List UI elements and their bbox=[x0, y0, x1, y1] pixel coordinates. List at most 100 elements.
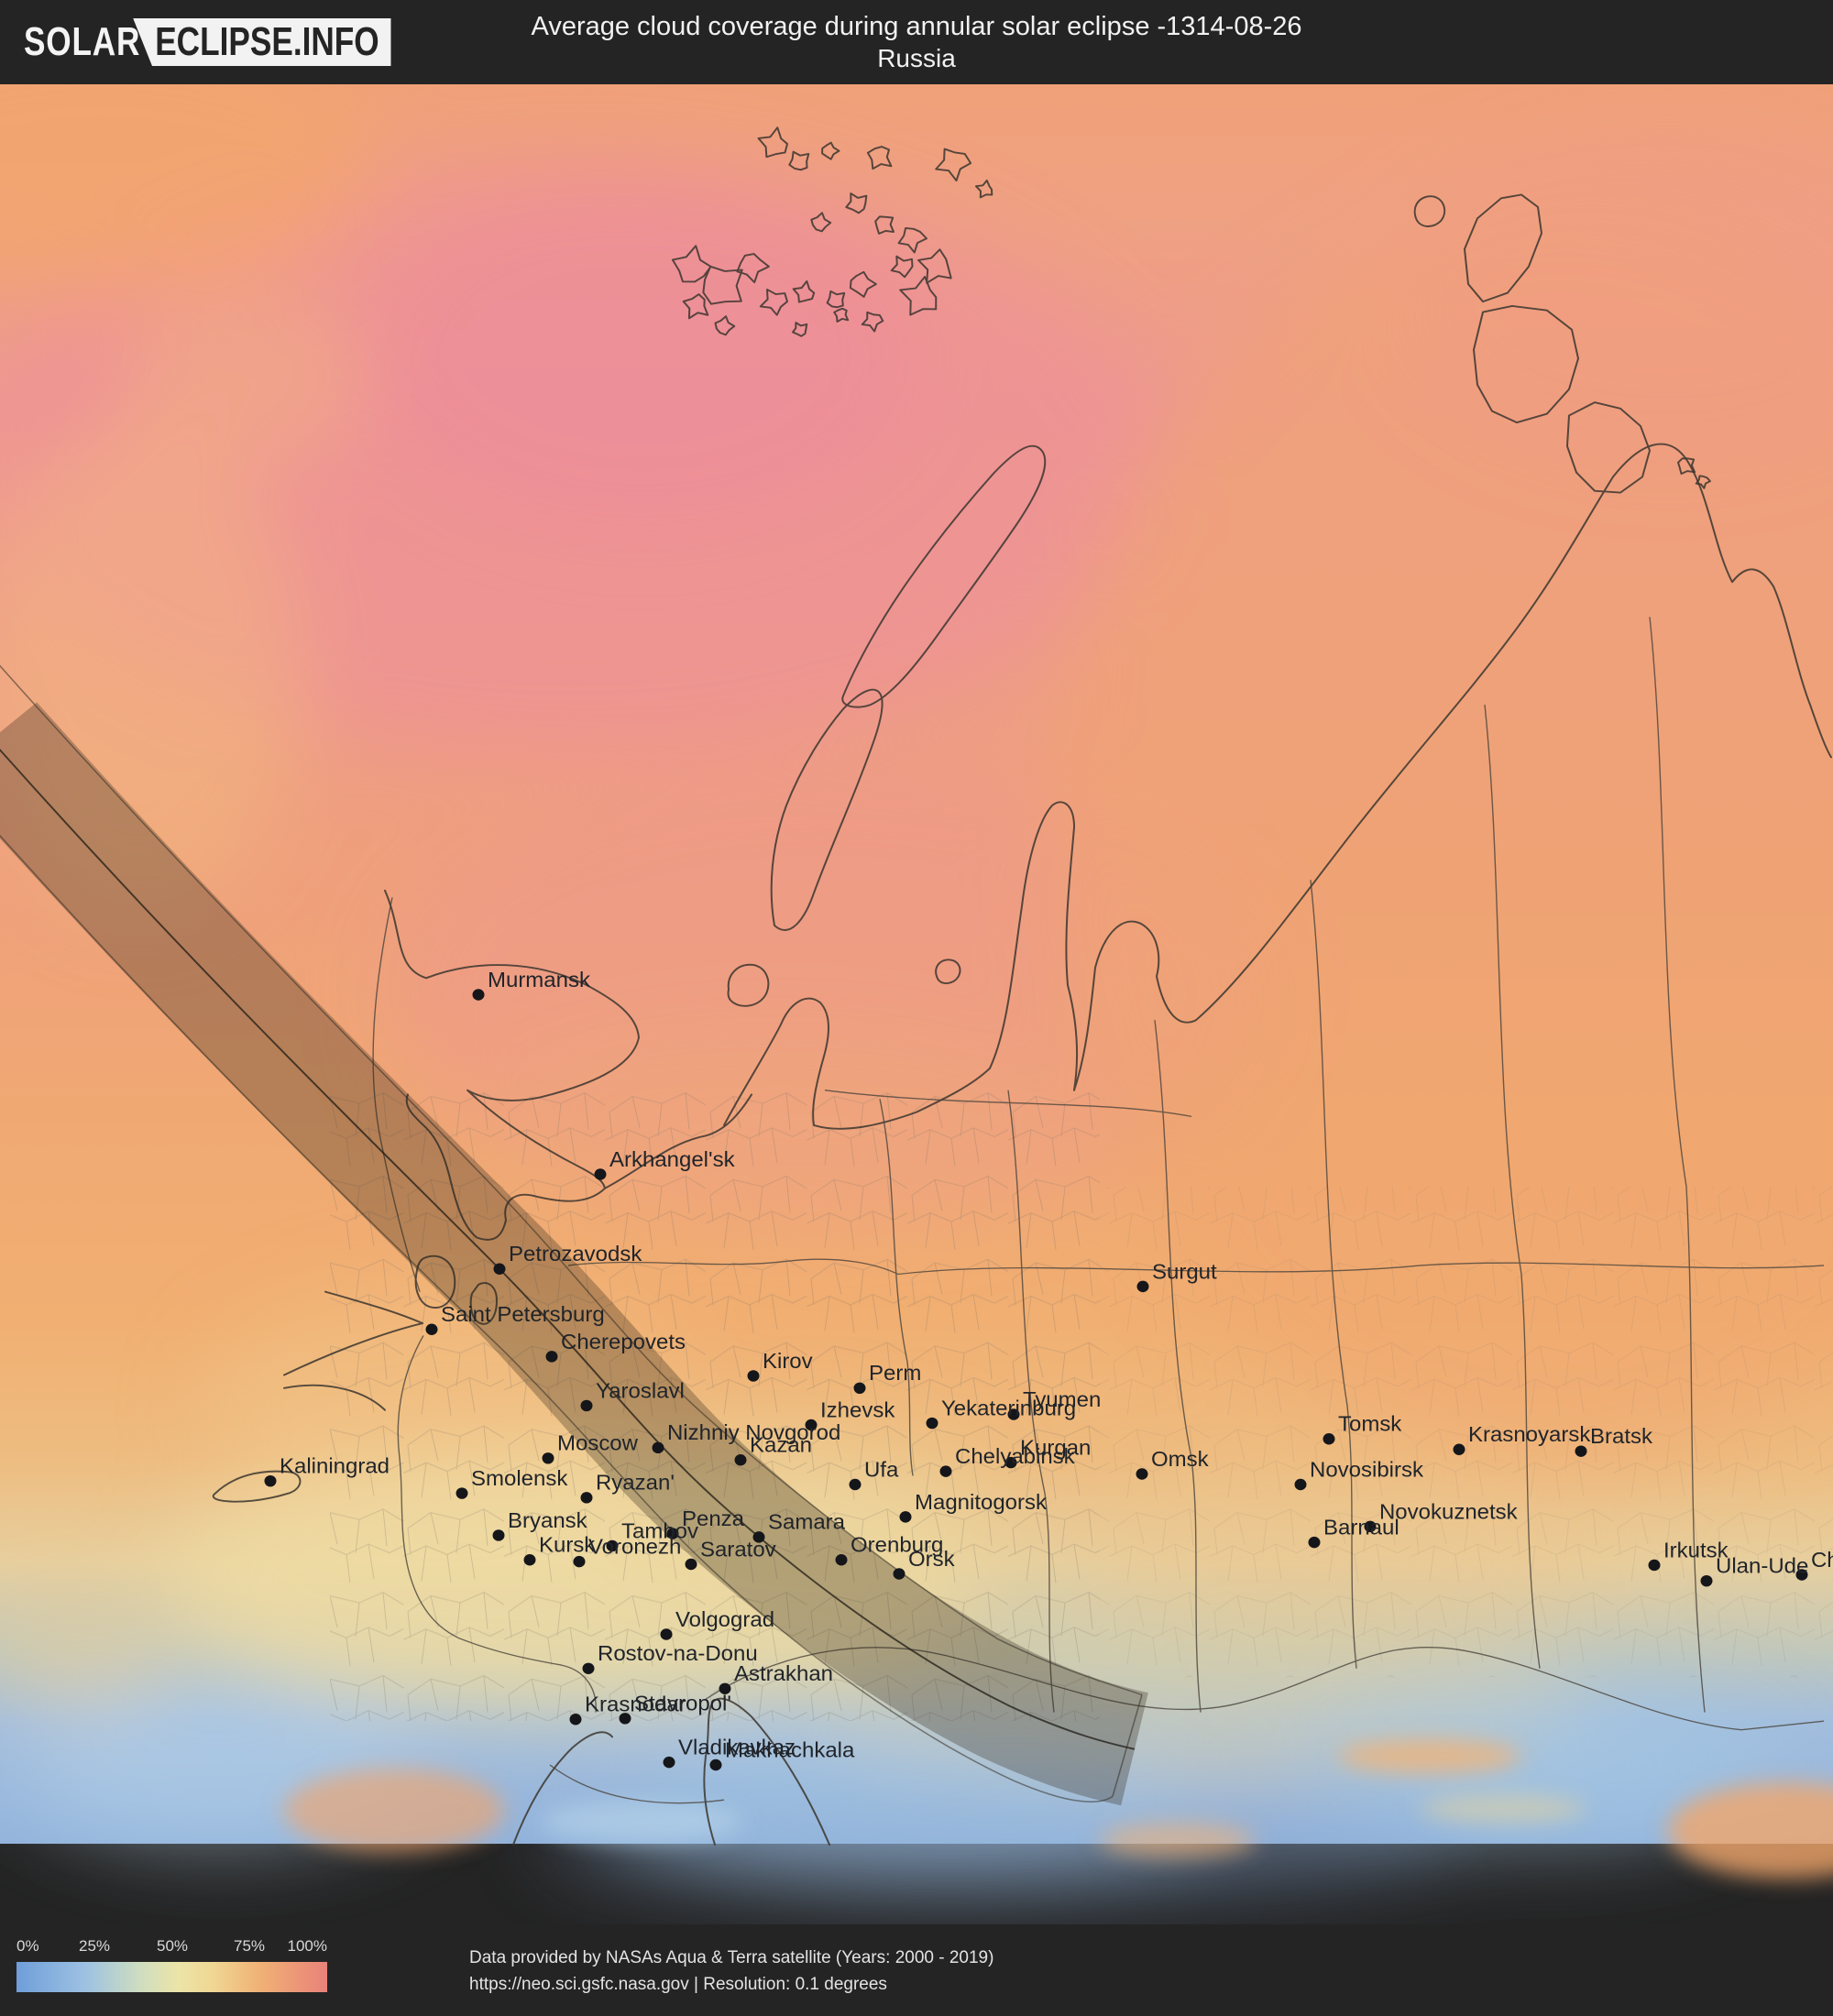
city-dot bbox=[853, 1382, 866, 1395]
city-label: Ufa bbox=[864, 1458, 899, 1481]
island-outline bbox=[788, 150, 810, 171]
city-dot bbox=[752, 1531, 765, 1543]
city-label: Saint Petersburg bbox=[441, 1303, 605, 1326]
map-canvas: Murmansk Arkhangel'sk Petrozavodsk Surgut Sa… bbox=[0, 84, 1833, 1888]
city-dot bbox=[264, 1474, 277, 1487]
city-label: Krasnodar bbox=[585, 1693, 686, 1715]
district-borders-west bbox=[330, 1090, 1100, 1722]
city-label: Tomsk bbox=[1338, 1412, 1402, 1435]
city-label: Tyumen bbox=[1023, 1387, 1101, 1410]
city-dot bbox=[594, 1168, 607, 1180]
city-dot bbox=[542, 1452, 554, 1464]
city-dot bbox=[492, 1529, 505, 1541]
city-dot bbox=[652, 1441, 664, 1454]
eclipse-band bbox=[0, 664, 1148, 1806]
island-outline bbox=[866, 146, 893, 170]
island-outline bbox=[792, 322, 808, 337]
city-dot bbox=[719, 1682, 731, 1694]
logo-text-solar: SOLAR bbox=[24, 19, 141, 64]
city-label: Arkhangel'sk bbox=[609, 1147, 735, 1170]
city-dot bbox=[1294, 1478, 1307, 1491]
legend-gradient-bar bbox=[16, 1962, 327, 1992]
island-outline bbox=[792, 279, 816, 303]
city-dot bbox=[666, 1528, 679, 1539]
city-label: Ryazan' bbox=[596, 1471, 675, 1494]
region-borders bbox=[372, 617, 1825, 1804]
city-label: Yaroslavl bbox=[596, 1379, 685, 1402]
city-dot bbox=[660, 1628, 673, 1640]
district-borders-east bbox=[1100, 1186, 1833, 1678]
city-label: Bratsk bbox=[1590, 1425, 1652, 1448]
island-outline bbox=[821, 141, 840, 160]
attribution-line1: Data provided by NASAs Aqua & Terra sate… bbox=[469, 1948, 994, 1967]
island-outline bbox=[833, 307, 850, 323]
city-dot bbox=[569, 1714, 582, 1726]
arctic-islands bbox=[671, 126, 1711, 489]
city-dot bbox=[1795, 1569, 1808, 1581]
city-label: Murmansk bbox=[488, 968, 590, 991]
city-label: Barnaul bbox=[1323, 1516, 1399, 1539]
city-label: Smolensk bbox=[471, 1466, 568, 1489]
city-label: Kurgan bbox=[1020, 1436, 1091, 1459]
site-logo[interactable]: SOLAR ECLIPSE.INFO - bbox=[24, 18, 391, 81]
legend-label-75: 75% bbox=[233, 1937, 266, 1955]
island-outline bbox=[874, 215, 895, 235]
legend-label-0: 0% bbox=[16, 1937, 39, 1955]
island-outline bbox=[702, 265, 743, 305]
city-label: Tambov bbox=[621, 1519, 698, 1542]
city-dot bbox=[580, 1399, 593, 1412]
city-dot bbox=[619, 1713, 631, 1725]
island-outline bbox=[890, 255, 914, 279]
island-outline bbox=[759, 288, 788, 316]
city-dot bbox=[1136, 1468, 1148, 1480]
city-label: Petrozavodsk bbox=[509, 1243, 642, 1265]
city-label: Yekaterinburg bbox=[941, 1397, 1076, 1419]
cloud-coverage-map: Murmansk Arkhangel'sk Petrozavodsk Surgut Sa… bbox=[0, 84, 1833, 1924]
map-title-line2: Russia bbox=[877, 44, 956, 72]
city-dot bbox=[1007, 1408, 1020, 1420]
city-label: Kursk bbox=[539, 1533, 596, 1556]
city-label: Novokuznetsk bbox=[1379, 1500, 1518, 1523]
footer-bar: 0% 25% 50% 75% 100% Data provided by NAS… bbox=[0, 1924, 1833, 2016]
city-dot bbox=[849, 1478, 862, 1491]
island-outline bbox=[845, 192, 868, 214]
eclipse-band-center-line bbox=[0, 748, 1136, 1750]
city-label: Makhachkala bbox=[725, 1738, 855, 1761]
city-label: Volgograd bbox=[675, 1607, 774, 1630]
island-outline bbox=[899, 276, 938, 316]
city-dot bbox=[685, 1558, 697, 1571]
island-outline bbox=[671, 245, 712, 283]
city-dot bbox=[472, 989, 485, 1001]
island-outline bbox=[1677, 457, 1696, 475]
city-dot bbox=[582, 1662, 595, 1675]
city-dot bbox=[663, 1756, 675, 1769]
city-label: Moscow bbox=[557, 1431, 638, 1454]
logo-text-eclipse-info: ECLIPSE.INFO bbox=[133, 18, 391, 66]
city-label: Rostov-na-Donu bbox=[598, 1642, 758, 1665]
city-label: Novosibirsk bbox=[1310, 1458, 1423, 1481]
island-outline bbox=[810, 212, 832, 233]
city-dot bbox=[805, 1419, 818, 1431]
city-dot bbox=[1648, 1559, 1661, 1572]
city-label: Ch bbox=[1811, 1548, 1833, 1571]
city-dot bbox=[456, 1487, 468, 1499]
city-label: Samara bbox=[768, 1510, 846, 1533]
island-outline bbox=[736, 253, 770, 284]
city-dot bbox=[939, 1465, 952, 1477]
city-label: Krasnoyarsk bbox=[1468, 1423, 1591, 1446]
island-outline bbox=[714, 315, 736, 336]
map-title-line1: Average cloud coverage during annular so… bbox=[531, 12, 1302, 41]
city-dot bbox=[573, 1555, 586, 1568]
island-outline bbox=[935, 148, 972, 182]
heatmap-streaks bbox=[284, 1738, 1833, 1879]
city-dot bbox=[926, 1417, 938, 1430]
eclipse-band-upper-edge bbox=[0, 664, 1143, 1696]
coastlines bbox=[212, 193, 1832, 1846]
city-dot bbox=[899, 1511, 912, 1523]
city-dot bbox=[1308, 1536, 1321, 1549]
data-attribution: Data provided by NASAs Aqua & Terra sate… bbox=[469, 1945, 993, 1998]
city-label: Nizhniy Novgorod bbox=[667, 1421, 840, 1444]
city-label: Ulan-Ude bbox=[1716, 1554, 1808, 1577]
island-outline bbox=[849, 270, 877, 298]
